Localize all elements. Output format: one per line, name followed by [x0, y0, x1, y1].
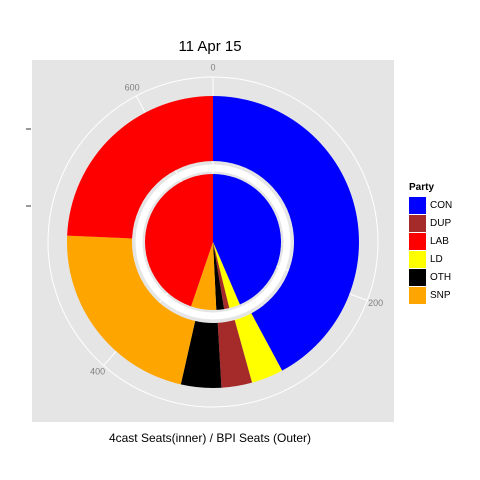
legend-item-oth: OTH — [409, 268, 452, 286]
outer-slice-snp — [67, 235, 196, 385]
legend-key — [409, 286, 426, 304]
angle-tick-label: 0 — [210, 62, 215, 72]
legend-label: LAB — [430, 235, 449, 247]
legend-key — [409, 214, 426, 232]
legend-item-snp: SNP — [409, 286, 452, 304]
outer-slice-dup — [217, 320, 253, 388]
outer-ring — [67, 95, 359, 388]
legend-label: CON — [430, 199, 453, 211]
chart-title: 11 Apr 15 — [178, 38, 242, 55]
legend-item-dup: DUP — [409, 214, 452, 232]
angle-tick-label: 600 — [125, 82, 140, 92]
legend-item-con: CON — [409, 196, 452, 214]
legend-key — [409, 232, 426, 250]
inner-slice-snp — [191, 242, 217, 311]
inner-ring — [144, 174, 281, 311]
legend-item-ld: LD — [409, 250, 452, 268]
legend-items: CON DUP LAB LD OTH SNP — [409, 196, 452, 304]
angle-tick-label: 200 — [368, 298, 383, 308]
inner-slice-dup — [213, 242, 230, 310]
inner-slice-lab — [144, 174, 213, 307]
inner-slice-oth — [213, 242, 225, 310]
legend-key — [409, 268, 426, 286]
legend-label: LD — [430, 253, 443, 265]
x-axis-label: 4cast Seats(inner) / BPI Seats (Outer) — [108, 431, 312, 445]
legend-title: Party — [409, 182, 435, 193]
outer-slice-lab — [67, 95, 213, 239]
angle-tick-labels: 0 200 400 600 — [90, 62, 383, 376]
legend-item-lab: LAB — [409, 232, 452, 250]
angle-tick-label: 400 — [90, 367, 105, 377]
inner-slice-con — [213, 174, 281, 305]
legend-label: DUP — [430, 217, 452, 229]
outer-slice-oth — [180, 321, 222, 388]
inner-slice-ld — [213, 242, 240, 309]
legend-label: OTH — [430, 271, 452, 283]
legend-key — [409, 250, 426, 268]
outer-slice-ld — [234, 313, 283, 383]
legend-key — [409, 196, 426, 214]
outer-slice-con — [213, 96, 359, 371]
legend-label: SNP — [430, 289, 451, 301]
legend: Party CON DUP LAB LD OTH SNP — [409, 182, 452, 304]
